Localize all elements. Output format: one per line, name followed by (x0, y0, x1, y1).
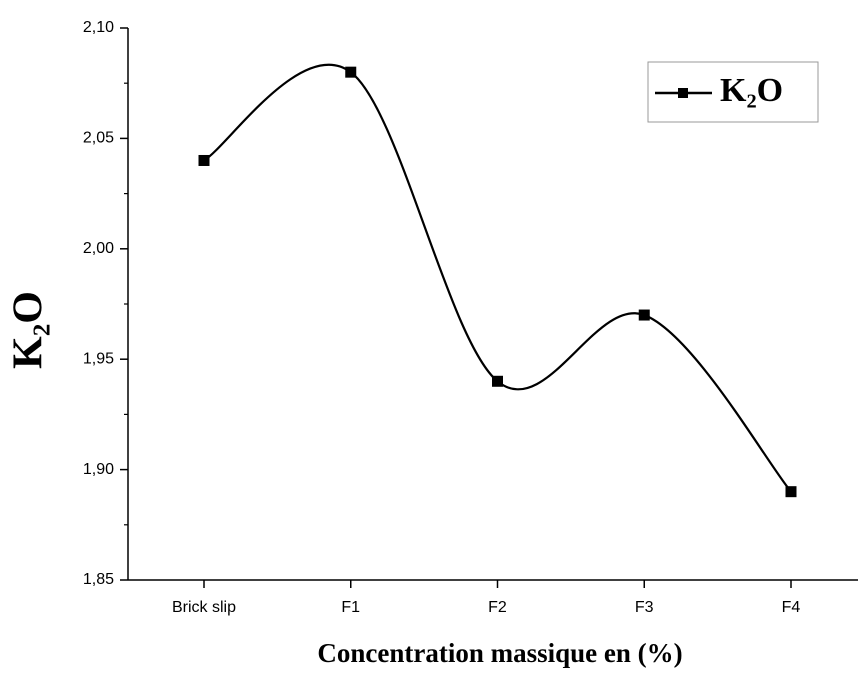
y-tick-label: 2,00 (83, 240, 114, 257)
y-tick-label: 1,90 (83, 461, 114, 478)
legend-box (647, 61, 819, 123)
x-axis-title: Concentration massique en (%) (317, 638, 682, 668)
x-tick-label: F1 (341, 599, 360, 616)
marker (785, 486, 797, 498)
y-tick-label: 1,95 (83, 350, 114, 367)
y-axis-title: K₂O (6, 291, 52, 369)
x-tick-label: F3 (635, 599, 654, 616)
y-tick-label: 2,05 (83, 130, 114, 147)
legend-marker (678, 88, 688, 98)
x-tick-label: F4 (782, 599, 801, 616)
marker (345, 66, 357, 78)
y-tick-label: 1,85 (83, 571, 114, 588)
marker (198, 154, 210, 166)
x-tick-label: F2 (488, 599, 507, 616)
marker (638, 309, 650, 321)
series-line (203, 63, 792, 493)
y-tick-label: 2,10 (83, 19, 114, 36)
legend-label: K₂O (720, 72, 783, 109)
x-tick-label: Brick slip (172, 599, 236, 616)
marker (492, 375, 503, 387)
